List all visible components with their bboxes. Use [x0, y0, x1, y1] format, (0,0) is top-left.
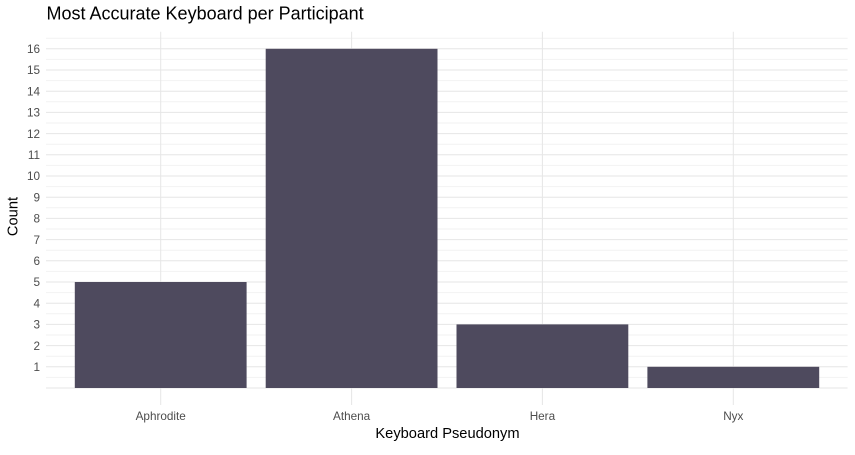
svg-text:Aphrodite: Aphrodite — [136, 410, 186, 423]
svg-text:13: 13 — [27, 107, 40, 120]
svg-text:8: 8 — [33, 213, 40, 226]
svg-text:Most Accurate Keyboard per Par: Most Accurate Keyboard per Participant — [47, 3, 364, 23]
svg-text:11: 11 — [28, 149, 40, 162]
svg-text:12: 12 — [27, 128, 40, 141]
svg-text:Athena: Athena — [333, 410, 371, 423]
svg-text:3: 3 — [33, 319, 40, 332]
svg-text:14: 14 — [27, 85, 41, 98]
svg-text:9: 9 — [33, 191, 40, 204]
svg-text:10: 10 — [27, 170, 41, 183]
svg-text:Count: Count — [6, 197, 22, 236]
svg-text:Nyx: Nyx — [723, 410, 743, 423]
svg-text:15: 15 — [27, 64, 41, 77]
svg-text:6: 6 — [33, 255, 40, 268]
svg-text:4: 4 — [33, 297, 40, 310]
svg-text:7: 7 — [33, 234, 40, 247]
svg-text:2: 2 — [33, 340, 40, 353]
svg-text:Keyboard Pseudonym: Keyboard Pseudonym — [375, 426, 519, 442]
svg-text:1: 1 — [33, 361, 40, 374]
svg-text:Hera: Hera — [530, 410, 556, 423]
svg-text:16: 16 — [27, 43, 40, 56]
svg-text:5: 5 — [33, 276, 40, 289]
